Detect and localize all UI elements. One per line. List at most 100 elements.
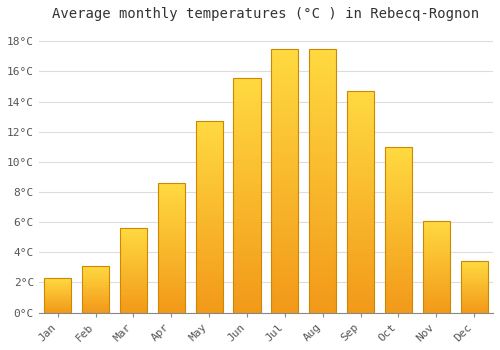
Bar xyxy=(234,175,260,177)
Bar xyxy=(120,294,147,295)
Bar xyxy=(120,309,147,310)
Bar xyxy=(271,108,298,112)
Bar xyxy=(196,172,223,174)
Bar xyxy=(234,125,260,127)
Bar xyxy=(385,259,412,261)
Bar xyxy=(234,230,260,233)
Bar xyxy=(422,224,450,225)
Bar xyxy=(158,238,185,240)
Bar xyxy=(385,232,412,234)
Bar xyxy=(82,283,109,284)
Bar xyxy=(347,97,374,99)
Bar xyxy=(309,194,336,197)
Bar xyxy=(385,147,412,149)
Bar xyxy=(158,282,185,284)
Bar xyxy=(158,296,185,298)
Bar xyxy=(158,202,185,204)
Bar xyxy=(271,266,298,270)
Bar xyxy=(347,307,374,310)
Bar xyxy=(385,172,412,174)
Bar xyxy=(422,301,450,302)
Bar xyxy=(120,267,147,268)
Bar xyxy=(309,253,336,257)
Bar xyxy=(234,101,260,104)
Bar xyxy=(120,300,147,301)
Bar xyxy=(196,210,223,212)
Bar xyxy=(347,194,374,196)
Bar xyxy=(82,284,109,285)
Bar xyxy=(309,171,336,174)
Bar xyxy=(234,157,260,160)
Bar xyxy=(196,272,223,274)
Bar xyxy=(460,306,488,307)
Bar xyxy=(385,284,412,286)
Bar xyxy=(120,288,147,289)
Bar xyxy=(271,59,298,62)
Bar xyxy=(82,299,109,300)
Bar xyxy=(385,199,412,201)
Bar xyxy=(234,222,260,224)
Bar xyxy=(82,269,109,270)
Bar xyxy=(120,304,147,305)
Bar xyxy=(385,271,412,273)
Bar xyxy=(460,264,488,265)
Bar xyxy=(422,271,450,272)
Bar xyxy=(120,275,147,276)
Bar xyxy=(460,298,488,299)
Bar xyxy=(234,95,260,98)
Bar xyxy=(385,269,412,271)
Bar xyxy=(422,254,450,255)
Bar xyxy=(271,191,298,194)
Bar xyxy=(309,266,336,270)
Bar xyxy=(385,166,412,168)
Bar xyxy=(158,311,185,313)
Bar xyxy=(385,197,412,199)
Bar xyxy=(460,299,488,300)
Bar xyxy=(44,306,72,307)
Bar xyxy=(385,157,412,159)
Bar xyxy=(385,257,412,259)
Bar xyxy=(460,261,488,262)
Bar xyxy=(158,245,185,246)
Bar xyxy=(460,292,488,293)
Bar xyxy=(385,163,412,166)
Bar xyxy=(309,151,336,154)
Bar xyxy=(234,195,260,198)
Bar xyxy=(347,243,374,246)
Bar xyxy=(120,292,147,293)
Bar xyxy=(44,304,72,305)
Bar xyxy=(120,293,147,294)
Bar xyxy=(271,151,298,154)
Bar xyxy=(309,52,336,56)
Bar xyxy=(120,250,147,251)
Bar xyxy=(385,281,412,284)
Bar xyxy=(82,271,109,272)
Bar xyxy=(309,161,336,164)
Bar xyxy=(460,268,488,269)
Bar xyxy=(422,248,450,250)
Bar xyxy=(271,82,298,85)
Bar xyxy=(196,157,223,160)
Bar xyxy=(422,263,450,264)
Bar xyxy=(82,293,109,294)
Bar xyxy=(347,138,374,141)
Bar xyxy=(82,275,109,276)
Bar xyxy=(234,263,260,266)
Bar xyxy=(82,272,109,273)
Bar xyxy=(309,85,336,89)
Bar xyxy=(44,310,72,311)
Bar xyxy=(385,234,412,236)
Bar xyxy=(271,135,298,138)
Bar xyxy=(82,288,109,289)
Bar xyxy=(271,121,298,125)
Bar xyxy=(385,240,412,242)
Bar xyxy=(158,225,185,227)
Bar xyxy=(271,270,298,273)
Bar xyxy=(158,258,185,259)
Bar xyxy=(347,299,374,302)
Bar xyxy=(309,56,336,59)
Bar xyxy=(347,263,374,266)
Bar xyxy=(158,211,185,212)
Bar xyxy=(82,281,109,282)
Bar xyxy=(120,308,147,309)
